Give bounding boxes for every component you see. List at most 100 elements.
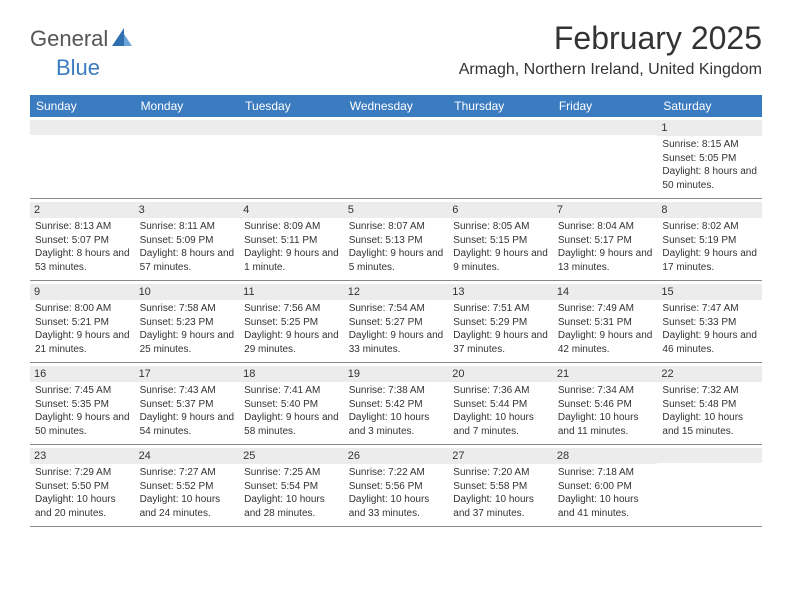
- day-number: 14: [553, 284, 658, 300]
- day-cell: 6 Sunrise: 8:05 AMSunset: 5:15 PMDaylight…: [448, 199, 553, 280]
- logo-triangle-icon: [112, 28, 134, 51]
- sunset-text: Sunset: 5:23 PM: [140, 316, 235, 330]
- logo-text-general: General: [30, 26, 108, 52]
- day-number: 1: [657, 120, 762, 136]
- week-row: 23Sunrise: 7:29 AMSunset: 5:50 PMDayligh…: [30, 445, 762, 527]
- day-info: Sunrise: 7:29 AMSunset: 5:50 PMDaylight:…: [35, 466, 130, 520]
- sunrise-text: Sunrise: 7:43 AM: [140, 384, 235, 398]
- daylight-text: Daylight: 9 hours and 33 minutes.: [349, 329, 444, 356]
- day-header: Saturday: [657, 95, 762, 117]
- day-number: 22: [657, 366, 762, 382]
- month-title: February 2025: [459, 20, 762, 57]
- header: General February 2025 Armagh, Northern I…: [0, 0, 792, 87]
- weeks-container: 1Sunrise: 8:15 AMSunset: 5:05 PMDaylight…: [30, 117, 762, 527]
- sunrise-text: Sunrise: 7:36 AM: [453, 384, 548, 398]
- day-number: 21: [553, 366, 658, 382]
- sunrise-text: Sunrise: 8:00 AM: [35, 302, 130, 316]
- day-info: Sunrise: 7:41 AMSunset: 5:40 PMDaylight:…: [244, 384, 339, 438]
- sunset-text: Sunset: 5:40 PM: [244, 398, 339, 412]
- daylight-text: Daylight: 10 hours and 7 minutes.: [453, 411, 548, 438]
- daylight-text: Daylight: 10 hours and 41 minutes.: [558, 493, 653, 520]
- sunset-text: Sunset: 5:35 PM: [35, 398, 130, 412]
- sunset-text: Sunset: 5:46 PM: [558, 398, 653, 412]
- day-info: Sunrise: 7:51 AMSunset: 5:29 PMDaylight:…: [453, 302, 548, 356]
- day-cell: 2 Sunrise: 8:13 AMSunset: 5:07 PMDaylight…: [30, 199, 135, 280]
- day-number: 6: [448, 202, 553, 218]
- daylight-text: Daylight: 10 hours and 20 minutes.: [35, 493, 130, 520]
- location: Armagh, Northern Ireland, United Kingdom: [459, 61, 762, 79]
- daylight-text: Daylight: 9 hours and 13 minutes.: [558, 247, 653, 274]
- day-info: Sunrise: 7:20 AMSunset: 5:58 PMDaylight:…: [453, 466, 548, 520]
- daylight-text: Daylight: 10 hours and 3 minutes.: [349, 411, 444, 438]
- day-cell: 25Sunrise: 7:25 AMSunset: 5:54 PMDayligh…: [239, 445, 344, 526]
- day-number: 16: [30, 366, 135, 382]
- sunrise-text: Sunrise: 7:45 AM: [35, 384, 130, 398]
- day-number: 19: [344, 366, 449, 382]
- day-number: 12: [344, 284, 449, 300]
- day-number: [135, 120, 240, 135]
- day-number: [30, 120, 135, 135]
- day-cell: 16Sunrise: 7:45 AMSunset: 5:35 PMDayligh…: [30, 363, 135, 444]
- day-number: [239, 120, 344, 135]
- sunset-text: Sunset: 5:11 PM: [244, 234, 339, 248]
- day-cell: 4 Sunrise: 8:09 AMSunset: 5:11 PMDaylight…: [239, 199, 344, 280]
- sunrise-text: Sunrise: 7:58 AM: [140, 302, 235, 316]
- day-cell: 26Sunrise: 7:22 AMSunset: 5:56 PMDayligh…: [344, 445, 449, 526]
- sunset-text: Sunset: 5:07 PM: [35, 234, 130, 248]
- day-number: 11: [239, 284, 344, 300]
- day-info: Sunrise: 7:27 AMSunset: 5:52 PMDaylight:…: [140, 466, 235, 520]
- day-info: Sunrise: 7:36 AMSunset: 5:44 PMDaylight:…: [453, 384, 548, 438]
- daylight-text: Daylight: 9 hours and 29 minutes.: [244, 329, 339, 356]
- day-cell: 8Sunrise: 8:02 AMSunset: 5:19 PMDaylight…: [657, 199, 762, 280]
- title-block: February 2025 Armagh, Northern Ireland, …: [459, 20, 762, 79]
- day-cell: 14Sunrise: 7:49 AMSunset: 5:31 PMDayligh…: [553, 281, 658, 362]
- sunrise-text: Sunrise: 7:51 AM: [453, 302, 548, 316]
- daylight-text: Daylight: 8 hours and 57 minutes.: [140, 247, 235, 274]
- daylight-text: Daylight: 9 hours and 46 minutes.: [662, 329, 757, 356]
- day-info: Sunrise: 7:34 AMSunset: 5:46 PMDaylight:…: [558, 384, 653, 438]
- sunset-text: Sunset: 5:15 PM: [453, 234, 548, 248]
- day-cell: 24 Sunrise: 7:27 AMSunset: 5:52 PMDayligh…: [135, 445, 240, 526]
- day-cell: 23Sunrise: 7:29 AMSunset: 5:50 PMDayligh…: [30, 445, 135, 526]
- daylight-text: Daylight: 10 hours and 11 minutes.: [558, 411, 653, 438]
- sunset-text: Sunset: 5:54 PM: [244, 480, 339, 494]
- day-cell: 7Sunrise: 8:04 AMSunset: 5:17 PMDaylight…: [553, 199, 658, 280]
- day-number: 2: [30, 202, 135, 218]
- day-cell: 17Sunrise: 7:43 AMSunset: 5:37 PMDayligh…: [135, 363, 240, 444]
- daylight-text: Daylight: 10 hours and 15 minutes.: [662, 411, 757, 438]
- day-number: 5: [344, 202, 449, 218]
- sunset-text: Sunset: 5:17 PM: [558, 234, 653, 248]
- daylight-text: Daylight: 9 hours and 21 minutes.: [35, 329, 130, 356]
- sunrise-text: Sunrise: 8:11 AM: [140, 220, 235, 234]
- day-cell: 9Sunrise: 8:00 AMSunset: 5:21 PMDaylight…: [30, 281, 135, 362]
- sunrise-text: Sunrise: 7:56 AM: [244, 302, 339, 316]
- day-cell: [657, 445, 762, 526]
- sunrise-text: Sunrise: 7:27 AM: [140, 466, 235, 480]
- sunrise-text: Sunrise: 7:18 AM: [558, 466, 653, 480]
- day-info: Sunrise: 8:11 AMSunset: 5:09 PMDaylight:…: [140, 220, 235, 274]
- day-number: [657, 448, 762, 463]
- day-number: 4: [239, 202, 344, 218]
- day-number: 24: [135, 448, 240, 464]
- sunset-text: Sunset: 6:00 PM: [558, 480, 653, 494]
- day-info: Sunrise: 8:05 AMSunset: 5:15 PMDaylight:…: [453, 220, 548, 274]
- day-cell: 20Sunrise: 7:36 AMSunset: 5:44 PMDayligh…: [448, 363, 553, 444]
- daylight-text: Daylight: 9 hours and 54 minutes.: [140, 411, 235, 438]
- daylight-text: Daylight: 9 hours and 37 minutes.: [453, 329, 548, 356]
- sunset-text: Sunset: 5:48 PM: [662, 398, 757, 412]
- sunrise-text: Sunrise: 7:22 AM: [349, 466, 444, 480]
- day-number: 18: [239, 366, 344, 382]
- day-info: Sunrise: 8:09 AMSunset: 5:11 PMDaylight:…: [244, 220, 339, 274]
- day-info: Sunrise: 8:04 AMSunset: 5:17 PMDaylight:…: [558, 220, 653, 274]
- day-number: [448, 120, 553, 135]
- day-cell: 18 Sunrise: 7:41 AMSunset: 5:40 PMDayligh…: [239, 363, 344, 444]
- sunrise-text: Sunrise: 8:15 AM: [662, 138, 757, 152]
- day-cell: [135, 117, 240, 198]
- sunset-text: Sunset: 5:33 PM: [662, 316, 757, 330]
- day-number: 25: [239, 448, 344, 464]
- day-number: 26: [344, 448, 449, 464]
- day-info: Sunrise: 7:58 AMSunset: 5:23 PMDaylight:…: [140, 302, 235, 356]
- sunset-text: Sunset: 5:37 PM: [140, 398, 235, 412]
- day-info: Sunrise: 8:13 AMSunset: 5:07 PMDaylight:…: [35, 220, 130, 274]
- daylight-text: Daylight: 8 hours and 50 minutes.: [662, 165, 757, 192]
